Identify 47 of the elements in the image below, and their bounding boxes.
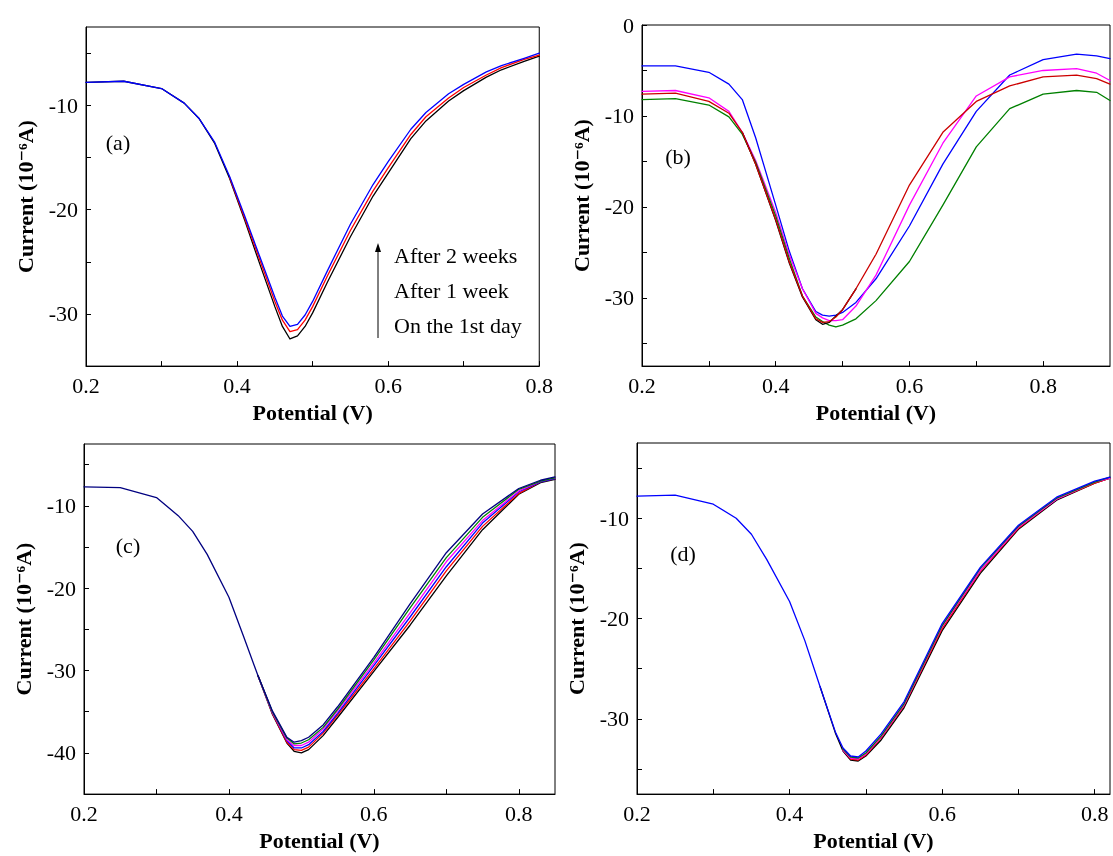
x-tick-label: 0.8 [525, 372, 553, 398]
y-tick-label: -20 [48, 197, 78, 223]
annotation: (b) [665, 143, 691, 169]
x-tick-label: 0.4 [775, 800, 804, 826]
y-tick-label: -30 [604, 285, 634, 311]
y-axis-title: Current (10⁻⁶A) [10, 542, 36, 696]
y-tick-label: -30 [46, 658, 76, 684]
x-tick-label: 0.8 [505, 800, 533, 826]
line-series [636, 476, 1111, 758]
x-tick-label: 0.6 [928, 800, 956, 826]
x-axis-title: Potential (V) [259, 827, 380, 853]
y-tick-label: -10 [46, 493, 76, 519]
x-tick-label: 0.2 [72, 372, 100, 398]
y-tick-label: -40 [46, 740, 76, 766]
y-tick-label: -30 [48, 301, 78, 327]
y-tick-label: -10 [48, 92, 78, 118]
x-tick-label: 0.4 [223, 372, 251, 398]
x-tick-label: 0.8 [1080, 800, 1109, 826]
y-tick-label: -20 [604, 194, 634, 220]
y-axis-title: Current (10⁻⁶A) [563, 542, 589, 695]
x-tick-label: 0.2 [628, 372, 656, 398]
x-tick-label: 0.4 [761, 372, 790, 398]
annotation: (d) [670, 540, 696, 566]
x-tick-label: 0.2 [70, 800, 98, 826]
x-axis-title: Potential (V) [252, 399, 373, 425]
y-axis-title: Current (10⁻⁶A) [568, 119, 594, 272]
x-tick-label: 0.6 [895, 372, 924, 398]
x-tick-label: 0.2 [623, 800, 651, 826]
annotation: After 2 weeks [394, 242, 518, 268]
x-tick-label: 0.8 [1029, 372, 1057, 398]
x-tick-label: 0.6 [360, 800, 388, 826]
y-tick-label: -20 [46, 575, 76, 601]
line-series [83, 476, 556, 743]
x-tick-label: 0.4 [215, 800, 243, 826]
y-axis-title: Current (10⁻⁶A) [12, 120, 38, 273]
x-axis-title: Potential (V) [815, 399, 937, 425]
annotation: (a) [105, 129, 131, 155]
annotation: On the 1st day [394, 312, 522, 338]
y-tick-label: -20 [599, 606, 629, 632]
annotation: (c) [115, 532, 141, 558]
y-tick-label: -30 [599, 706, 629, 732]
y-tick-label: 0 [623, 12, 634, 38]
y-tick-label: -10 [604, 103, 634, 129]
x-axis-title: Potential (V) [813, 827, 934, 853]
annotation: After 1 week [394, 277, 509, 303]
y-tick-label: -10 [599, 505, 629, 531]
x-tick-label: 0.6 [374, 372, 402, 398]
